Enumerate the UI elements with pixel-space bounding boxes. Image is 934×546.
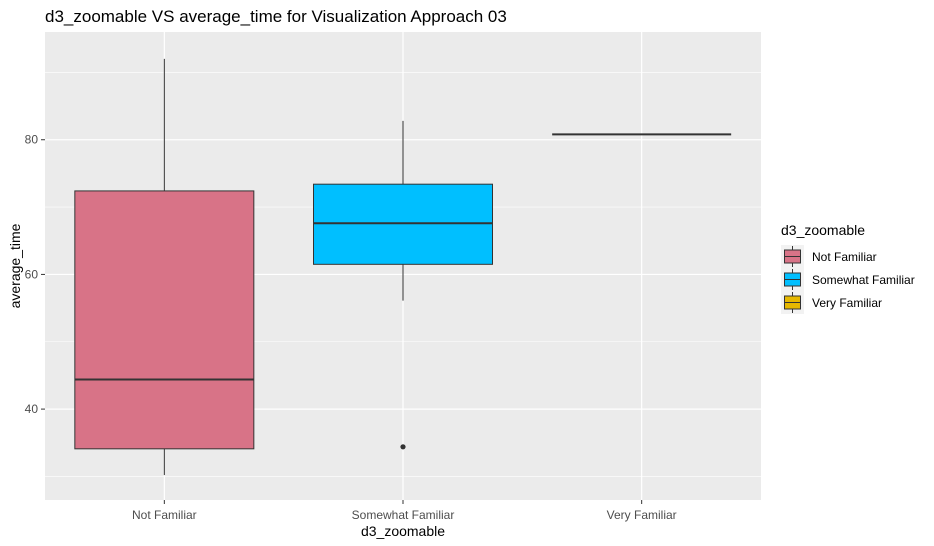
chart-title: d3_zoomable VS average_time for Visualiz… [45,7,507,26]
legend-key [781,245,804,268]
box-series [74,58,732,476]
x-axis-title: d3_zoomable [361,523,445,539]
x-tick-label: Not Familiar [132,508,197,522]
outlier-point [400,444,406,450]
legend-key [781,291,804,314]
y-tick-label: 40 [25,402,39,416]
legend-label: Not Familiar [812,250,877,264]
legend-key [781,268,804,291]
legend-title: d3_zoomable [781,222,865,238]
box-iqr [74,190,255,450]
y-axis-title: average_time [7,223,23,308]
box-somewhat-familiar [313,120,493,450]
y-tick-label: 80 [25,133,39,147]
box-iqr [313,183,493,265]
legend-label: Very Familiar [812,296,882,310]
legend: d3_zoomable Not Familiar Somewhat Familia… [781,222,915,314]
x-tick-label: Somewhat Familiar [352,508,455,522]
x-axis: Not Familiar Somewhat Familiar Very Famili… [132,500,677,522]
x-tick-label: Very Familiar [607,508,677,522]
y-axis: 40 60 80 [25,133,45,416]
box-not-familiar [74,58,255,476]
legend-label: Somewhat Familiar [812,273,915,287]
y-tick-label: 60 [25,267,39,281]
